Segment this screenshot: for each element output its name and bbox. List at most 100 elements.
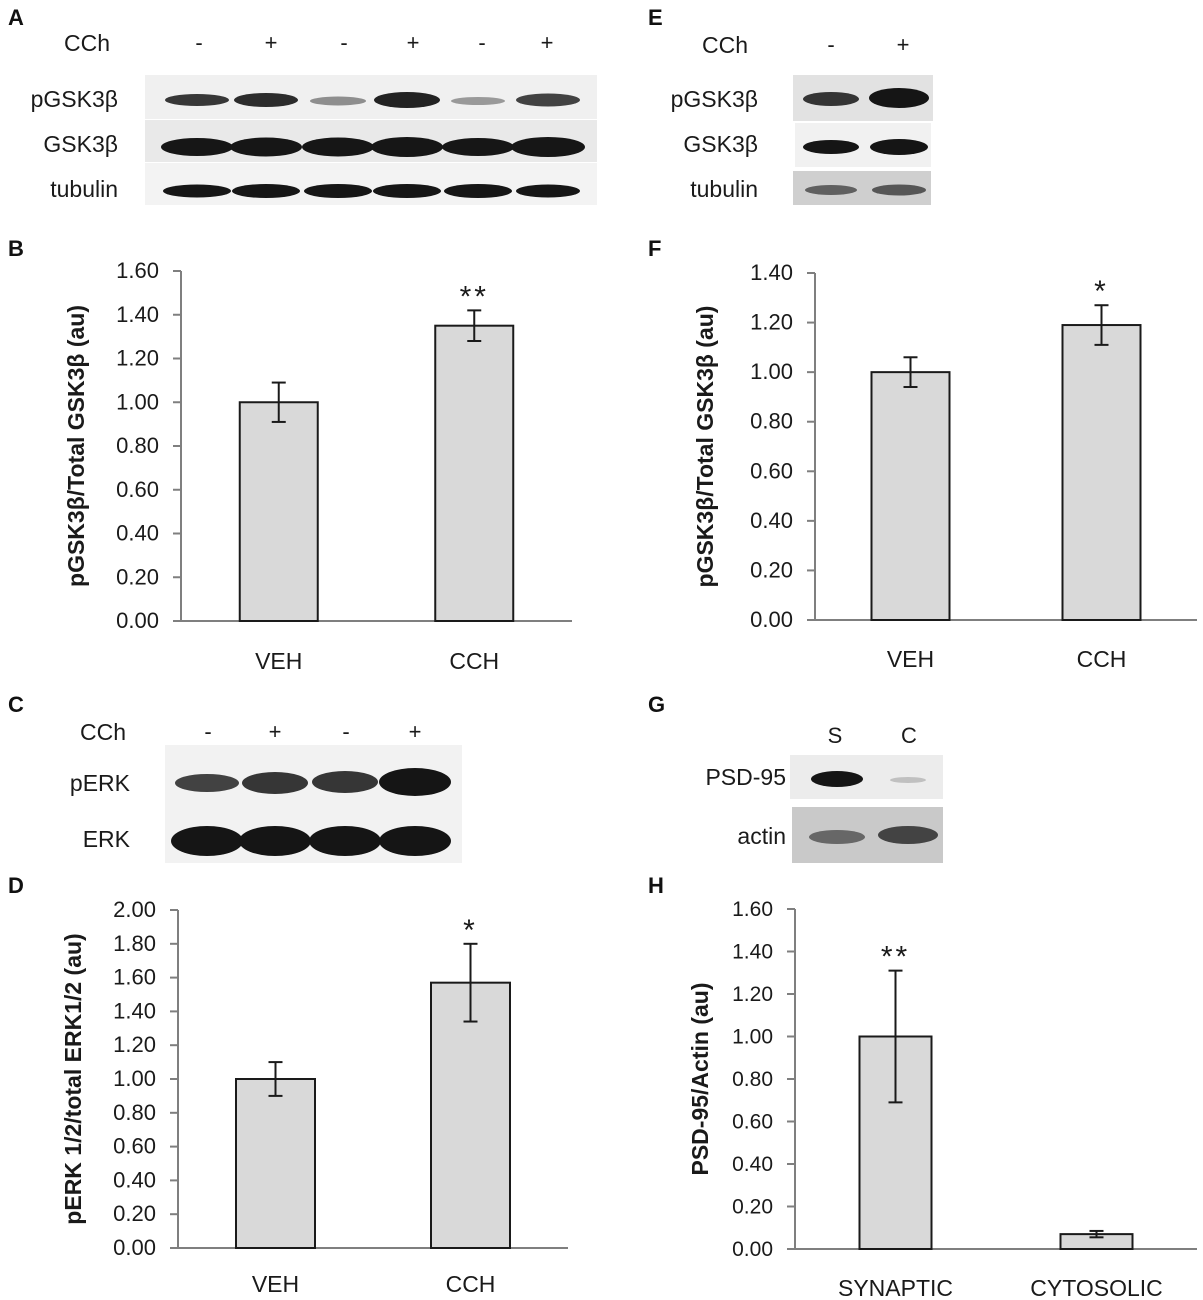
significance-marker: ** — [881, 941, 910, 974]
y-tick-label: 0.20 — [750, 557, 793, 582]
y-tick-label: 0.40 — [113, 1167, 156, 1192]
lane-label: - — [204, 719, 212, 744]
bar — [870, 371, 951, 621]
panel-letter-c: C — [8, 692, 24, 717]
blot-row-label: tubulin — [690, 176, 758, 202]
y-tick-label: 0.00 — [732, 1238, 773, 1261]
y-tick-label: 0.80 — [113, 1100, 156, 1125]
panel-letter-e: E — [648, 5, 663, 30]
y-axis-title: PSD-95/Actin (au) — [687, 983, 713, 1176]
category-label: SYNAPTIC — [838, 1275, 953, 1300]
blot-row-label: tubulin — [50, 176, 118, 202]
chart-panel-b: 0.00 0.20 0.40 0.60 0.80 1.00 1.20 1.40 1.60 pGSK… — [63, 258, 572, 674]
blot-row-label: pGSK3β — [670, 86, 758, 112]
y-tick-label: 1.60 — [116, 258, 159, 283]
y-tick-label: 1.60 — [113, 965, 156, 990]
y-tick-label: 1.40 — [116, 302, 159, 327]
blot-row-label: pGSK3β — [30, 86, 118, 112]
panel-letter-b: B — [8, 236, 24, 261]
y-tick-label: 1.00 — [732, 1026, 773, 1049]
y-axis-title: pGSK3β/Total GSK3β (au) — [692, 306, 718, 588]
category-label: VEH — [252, 1271, 299, 1297]
lane-label: + — [264, 30, 278, 55]
bar — [238, 401, 319, 622]
lane-label: - — [827, 32, 835, 57]
y-tick-label: 0.20 — [116, 564, 159, 589]
category-label: CYTOSOLIC — [1030, 1275, 1163, 1300]
bar — [430, 981, 511, 1249]
condition-label: CCh — [63, 30, 110, 56]
y-tick-label: 0.80 — [732, 1068, 773, 1091]
bar — [434, 324, 515, 622]
panel-letter-h: H — [648, 873, 664, 898]
blot-image-a — [145, 75, 597, 205]
lane-label: + — [268, 719, 282, 744]
condition-label: CCh — [701, 32, 748, 58]
y-tick-label: 0.00 — [116, 608, 159, 633]
blot-row-label: actin — [737, 823, 786, 849]
category-label: CCH — [1077, 646, 1127, 672]
panel-letter-f: F — [648, 236, 662, 261]
lane-label: - — [195, 30, 203, 55]
y-tick-label: 0.00 — [750, 607, 793, 632]
lane-label: - — [340, 30, 348, 55]
y-tick-label: 0.80 — [750, 409, 793, 434]
y-tick-label: 1.80 — [113, 931, 156, 956]
y-tick-label: 1.60 — [732, 898, 773, 921]
blot-image-g — [790, 755, 943, 863]
blot-image-e — [793, 75, 933, 205]
blot-row-label: ERK — [82, 826, 130, 852]
chart-panel-f: 0.00 0.20 0.40 0.60 0.80 1.00 1.20 1.40 pGSK3β/T… — [692, 260, 1197, 672]
y-tick-label: 1.00 — [116, 389, 159, 414]
y-axis-title: pGSK3β/Total GSK3β (au) — [63, 305, 89, 587]
significance-marker: * — [1094, 275, 1109, 308]
y-tick-label: 0.40 — [750, 508, 793, 533]
significance-marker: * — [463, 914, 478, 947]
significance-marker: ** — [460, 280, 489, 313]
y-tick-label: 0.20 — [732, 1196, 773, 1219]
blot-row-label: GSK3β — [683, 131, 758, 157]
lane-label: + — [540, 30, 554, 55]
y-tick-label: 2.00 — [113, 897, 156, 922]
blot-row-label: PSD-95 — [705, 764, 786, 790]
y-tick-label: 1.40 — [750, 260, 793, 285]
y-tick-label: 1.20 — [116, 346, 159, 371]
y-tick-label: 0.20 — [113, 1201, 156, 1226]
y-axis-title: pERK 1/2/total ERK1/2 (au) — [60, 933, 86, 1224]
y-tick-label: 0.60 — [750, 458, 793, 483]
category-label: VEH — [887, 646, 934, 672]
y-tick-label: 0.00 — [113, 1235, 156, 1260]
lane-label: + — [408, 719, 422, 744]
panel-letter-g: G — [648, 692, 666, 717]
y-tick-label: 1.40 — [732, 941, 773, 964]
y-tick-label: 1.20 — [750, 310, 793, 335]
blot-row-label: GSK3β — [43, 131, 118, 157]
lane-label: - — [478, 30, 486, 55]
chart-panel-d: 0.00 0.20 0.40 0.60 0.80 1.00 1.20 1.40 1.60 1.80… — [60, 897, 568, 1297]
y-tick-label: 1.00 — [113, 1066, 156, 1091]
y-tick-label: 0.40 — [116, 521, 159, 546]
y-tick-label: 1.00 — [750, 359, 793, 384]
panel-letter-d: D — [8, 873, 24, 898]
y-tick-label: 0.60 — [113, 1134, 156, 1159]
bar — [1061, 324, 1142, 621]
lane-label: + — [896, 32, 910, 57]
lane-label: + — [406, 30, 420, 55]
y-tick-label: 0.60 — [732, 1111, 773, 1134]
y-tick-label: 1.40 — [113, 998, 156, 1023]
category-label: VEH — [255, 648, 302, 674]
lane-label: C — [901, 723, 917, 748]
lane-label: - — [342, 719, 350, 744]
panel-letter-a: A — [8, 5, 24, 30]
blot-image-c — [165, 745, 462, 863]
lane-label: S — [827, 723, 843, 748]
chart-panel-h: 0.00 0.20 0.40 0.60 0.80 1.00 1.20 1.40 1.60 PSD-… — [687, 898, 1197, 1300]
category-label: CCH — [449, 648, 499, 674]
y-tick-label: 0.40 — [732, 1153, 773, 1176]
blot-row-label: pERK — [69, 770, 130, 796]
y-tick-label: 0.80 — [116, 433, 159, 458]
y-tick-label: 1.20 — [113, 1032, 156, 1057]
category-label: CCH — [446, 1271, 496, 1297]
condition-label: CCh — [79, 719, 126, 745]
